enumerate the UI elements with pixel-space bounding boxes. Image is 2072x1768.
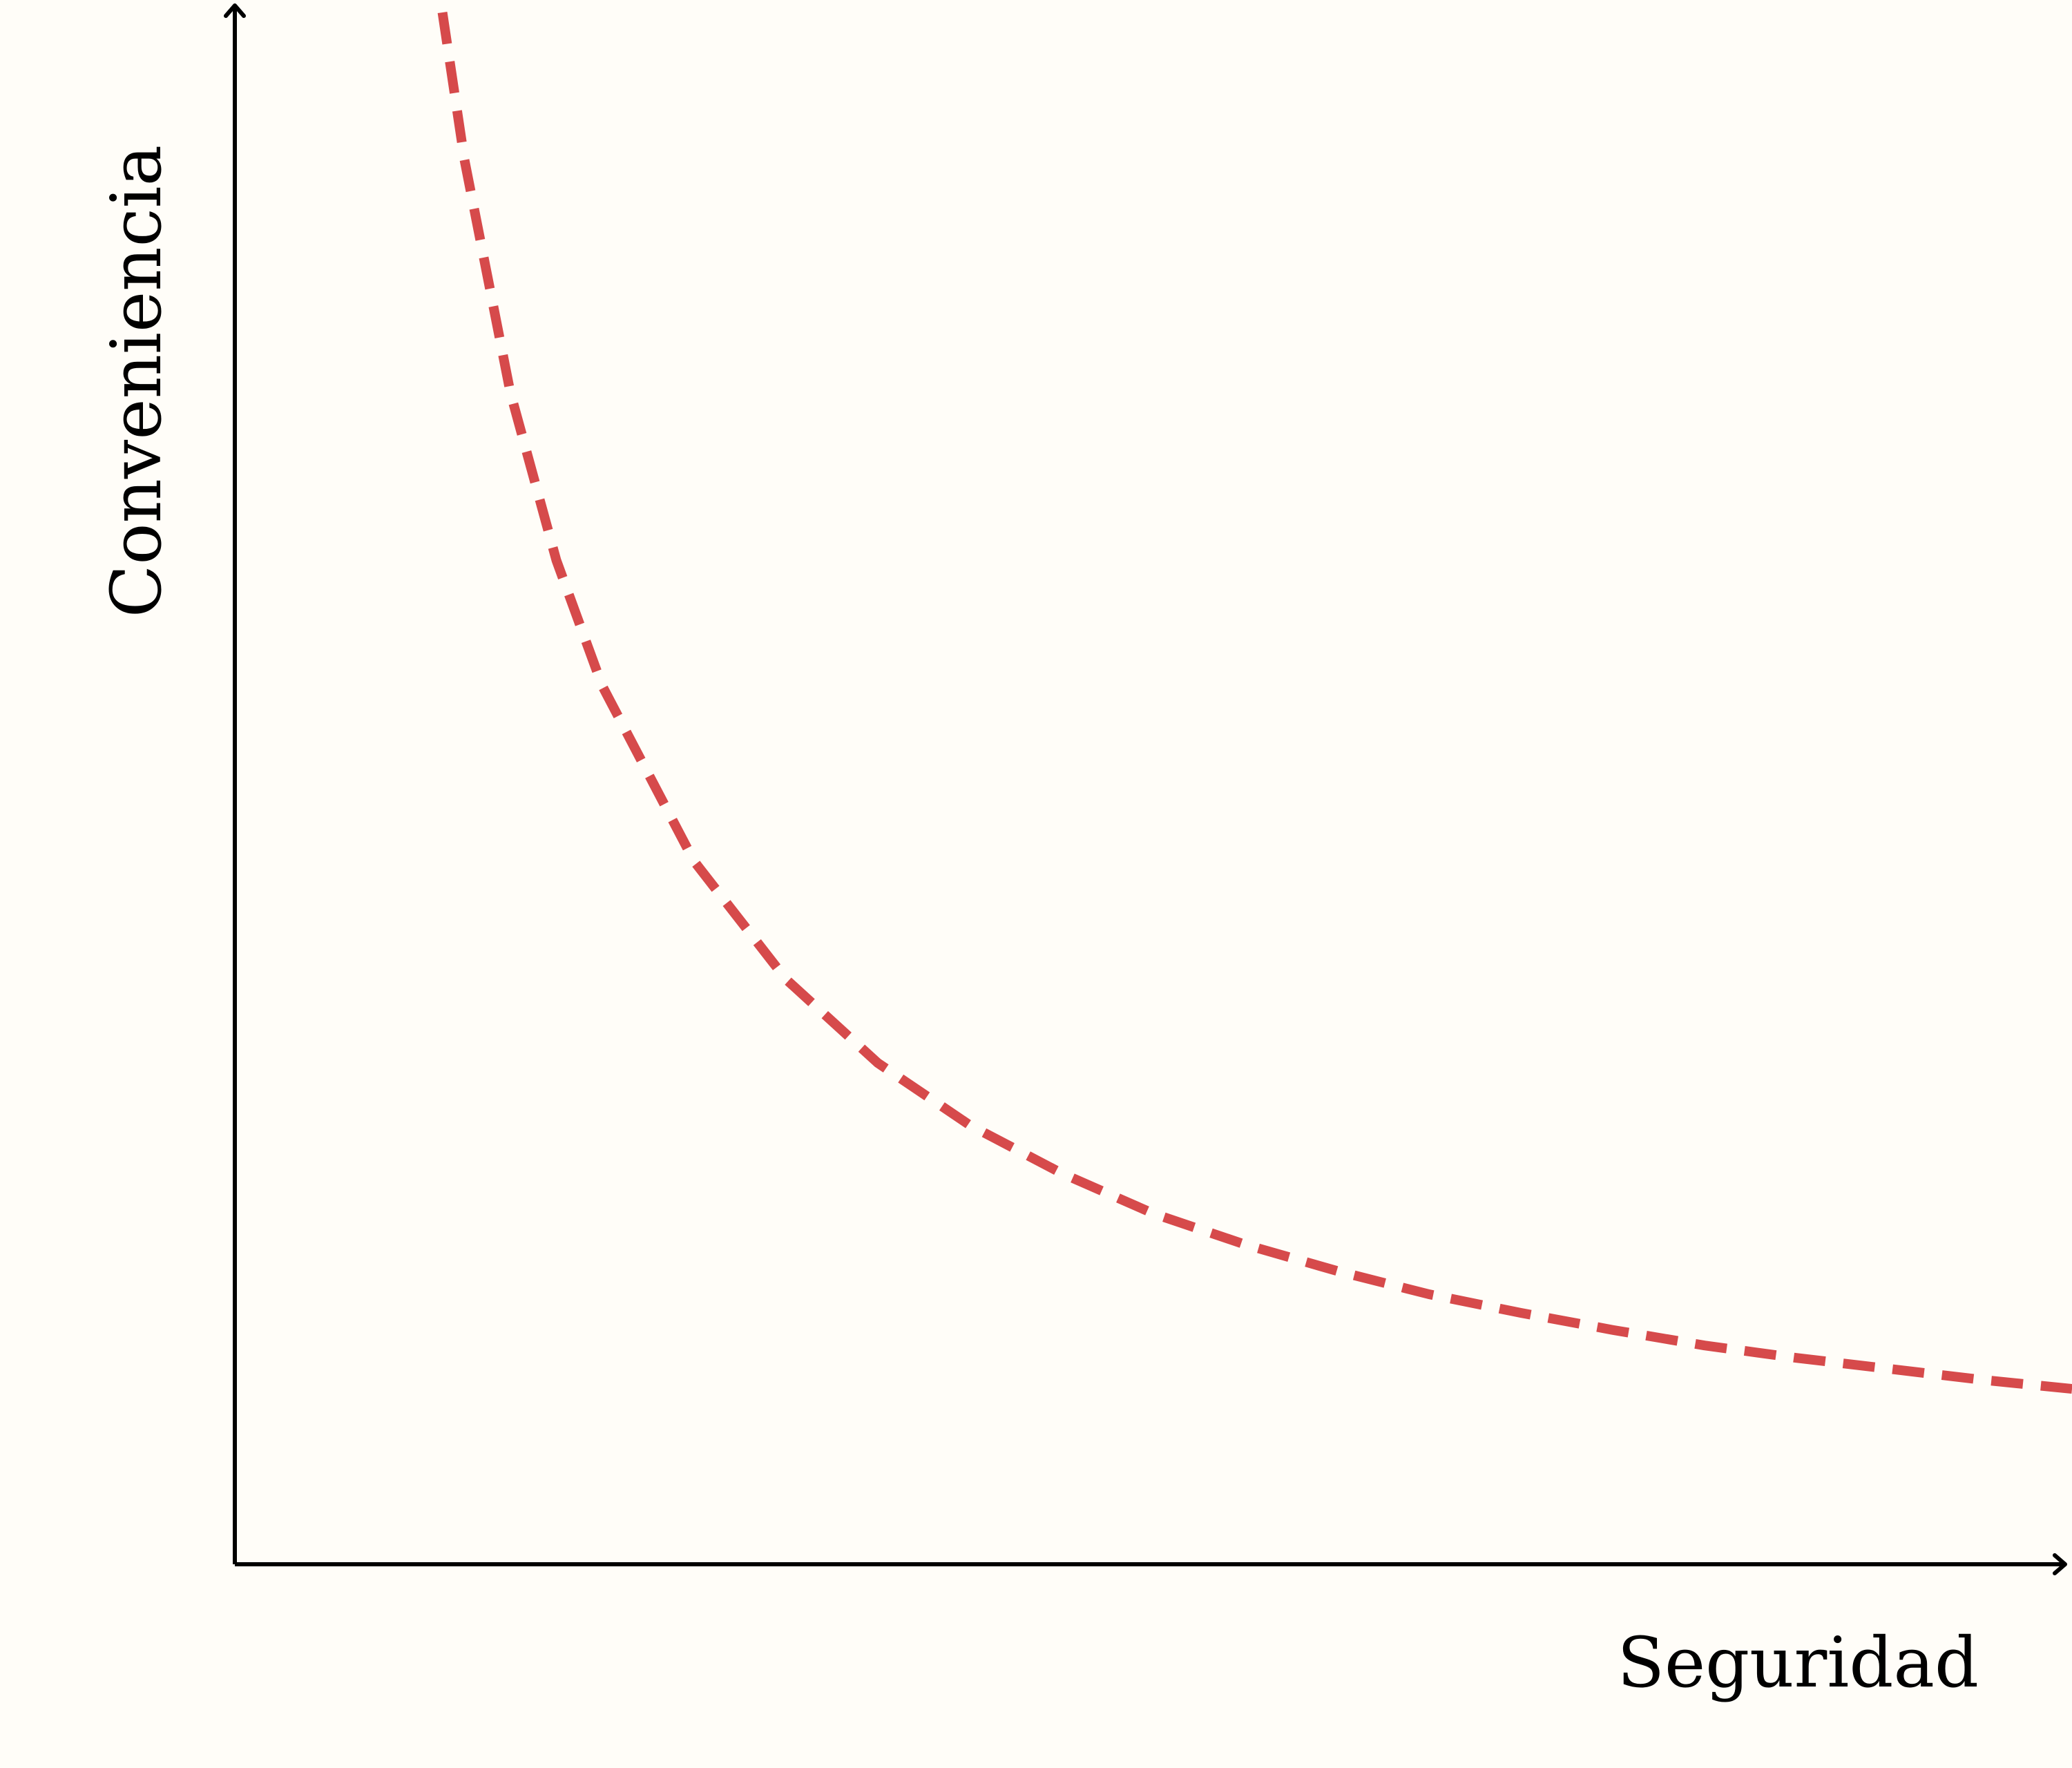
series-line-0	[437, 11, 2072, 1394]
y-axis-arrow-icon	[224, 3, 246, 18]
axes	[224, 3, 2067, 1575]
y-axis-label: Conveniencia	[96, 145, 177, 617]
x-axis-arrow-icon	[2053, 1553, 2067, 1575]
x-axis-label: Seguridad	[1617, 1622, 1979, 1703]
series-layer	[437, 11, 2072, 1394]
